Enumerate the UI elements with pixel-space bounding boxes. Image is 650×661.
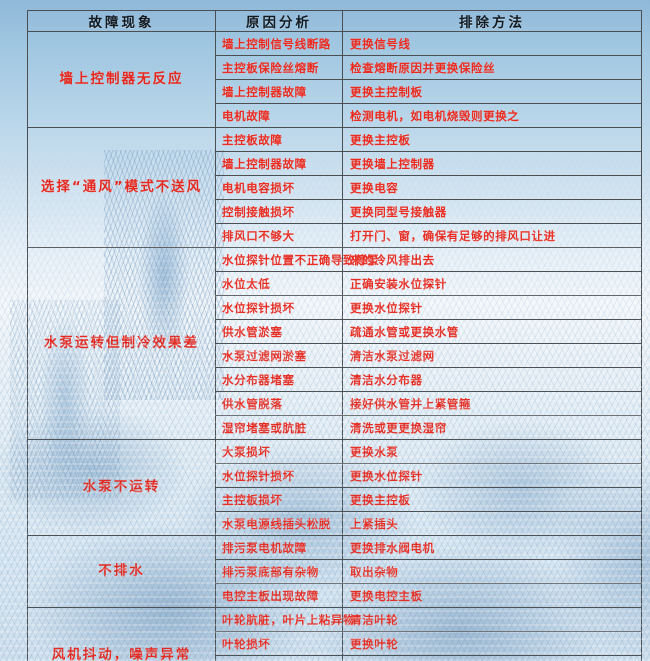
table-row: 供水管淤塞 疏通水管或更换水管 <box>28 319 642 344</box>
table-row: 排风口不够大 打开门、窗，确保有足够的排风口让进 <box>28 223 642 248</box>
cause-cell: 水位探针损坏 <box>215 463 343 488</box>
table-row: 电机故障 检测电机，如电机烧毁则更换之 <box>28 103 642 128</box>
remedy-cell: 更换墙上控制器 <box>342 151 642 176</box>
table-row: 主控板保险丝熔断 检查熔断原因并更换保险丝 <box>28 55 642 80</box>
table-row: 叶轮损坏 更换叶轮 <box>28 631 642 656</box>
cause-cell: 电机故障 <box>215 103 343 128</box>
table-row: 电控主板出现故障 更换电控主板 <box>28 583 642 608</box>
remedy-cell: 更换水位探针 <box>342 295 642 320</box>
table-row: 水分布器堵塞 清洁水分布器 <box>28 367 642 392</box>
cause-cell: 大泵损坏 <box>215 439 343 464</box>
remedy-cell: 更换同型号接触器 <box>342 199 642 224</box>
cause-cell: 主控板故障 <box>215 127 343 152</box>
cause-cell: 叶轮肮脏，叶片上粘异物 <box>215 607 355 632</box>
cause-cell: 叶轮动平衡失效 <box>215 655 343 661</box>
symptom-cell: 水泵不运转 <box>27 439 216 536</box>
remedy-cell: 疏通水管或更换水管 <box>342 319 642 344</box>
cause-cell: 电控主板出现故障 <box>215 583 343 608</box>
remedy-cell: 更换信号线 <box>342 31 642 56</box>
conifer-tree-decoration <box>104 150 224 400</box>
remedy-cell: 更换排水阀电机 <box>342 535 642 560</box>
cause-cell: 水泵过滤网淤塞 <box>215 343 343 368</box>
table-body: 墙上控制器无反应 墙上控制信号线断路 更换信号线 主控板保险丝熔断 检查熔断原因并更换保… <box>27 31 642 661</box>
table-row: 水位探针损坏 更换水位探针 <box>28 295 642 320</box>
troubleshooting-table: 故障现象 原因分析 排除方法 墙上控制器无反应 墙上控制信号线断路 更换信号线 主控板… <box>27 10 642 661</box>
cause-cell: 主控板损坏 <box>215 487 343 512</box>
remedy-cell: 更换水泵 <box>342 439 642 464</box>
remedy-cell: 清洁水分布器 <box>342 367 642 392</box>
symptom-cell: 选择“通风”模式不送风 <box>27 127 216 248</box>
remedy-cell: 来的冷风排出去 <box>342 247 642 272</box>
table-row: 叶轮动平衡失效更换叶轮 <box>28 655 642 661</box>
remedy-cell: 更换叶轮 <box>342 631 642 656</box>
remedy-cell: 检查熔断原因并更换保险丝 <box>342 55 642 80</box>
table-row: 湿帘堵塞或肮脏 清洗或更更换湿帘 <box>28 415 642 440</box>
symptom-cell: 风机抖动，噪声异常 <box>27 607 216 661</box>
cause-cell: 排污泵底部有杂物 <box>215 559 343 584</box>
remedy-cell: 打开门、窗，确保有足够的排风口让进 <box>342 223 642 248</box>
cause-cell: 墙上控制器故障 <box>215 151 343 176</box>
remedy-cell: 正确安装水位探针 <box>342 271 642 296</box>
cause-cell: 电机电容损坏 <box>215 175 343 200</box>
table-row: 选择“通风”模式不送风 主控板故障 更换主控板 <box>27 127 642 248</box>
symptom-cell: 水泵运转但制冷效果差 <box>27 247 216 440</box>
remedy-cell: 清洗或更更换湿帘 <box>342 415 642 440</box>
remedy-cell: 清洁水泵过滤网 <box>342 343 642 368</box>
table-row: 电机电容损坏 更换电容 <box>28 175 642 200</box>
table-row: 供水管脱落 接好供水管并上紧管箍 <box>28 391 642 416</box>
cause-cell: 供水管淤塞 <box>215 319 343 344</box>
symptom-cell: 墙上控制器无反应 <box>27 31 216 128</box>
cause-cell: 排风口不够大 <box>215 223 343 248</box>
remedy-cell: 更换主控板 <box>342 487 642 512</box>
column-header-cause: 原因分析 <box>215 10 343 32</box>
cause-cell: 水位探针位置不正确导致停泵 <box>215 247 379 272</box>
cause-cell: 墙上控制器故障 <box>215 79 343 104</box>
table-row: 水位太低 正确安装水位探针 <box>28 271 642 296</box>
cause-cell: 水泵电源线插头松脱 <box>215 511 343 536</box>
column-header-symptom: 故障现象 <box>27 10 216 32</box>
remedy-cell: 上紧插头 <box>342 511 642 536</box>
table-row: 控制接触损坏 更换同型号接触器 <box>28 199 642 224</box>
table-row: 水位探针损坏 更换水位探针 <box>28 463 642 488</box>
remedy-cell: 更换水位探针 <box>342 463 642 488</box>
table-row: 水泵电源线插头松脱 上紧插头 <box>28 511 642 536</box>
remedy-cell: 更换叶轮 <box>342 655 642 661</box>
table-row: 不排水 排污泵电机故障 更换排水阀电机 <box>27 535 642 608</box>
table-row: 墙上控制器故障 更换墙上控制器 <box>28 151 642 176</box>
remedy-cell: 清洁叶轮 <box>342 607 642 632</box>
cause-cell: 水位探针损坏 <box>215 295 343 320</box>
conifer-tree-decoration-secondary <box>10 300 120 500</box>
column-header-remedy: 排除方法 <box>342 10 642 32</box>
cause-cell: 墙上控制信号线断路 <box>215 31 343 56</box>
table-row: 风机抖动，噪声异常 叶轮肮脏，叶片上粘异物 清洁叶轮 <box>27 607 642 661</box>
remedy-cell: 更换电容 <box>342 175 642 200</box>
table-row: 墙上控制器故障 更换主控制板 <box>28 79 642 104</box>
cause-cell: 排污泵电机故障 <box>215 535 343 560</box>
table-row: 排污泵底部有杂物 取出杂物 <box>28 559 642 584</box>
table-row: 主控板损坏 更换主控板 <box>28 487 642 512</box>
table-row: 水泵过滤网淤塞 清洁水泵过滤网 <box>28 343 642 368</box>
cause-cell: 控制接触损坏 <box>215 199 343 224</box>
cause-cell: 叶轮损坏 <box>215 631 343 656</box>
cause-cell: 水分布器堵塞 <box>215 367 343 392</box>
cause-cell: 水位太低 <box>215 271 343 296</box>
table-row: 水泵不运转 大泵损坏 更换水泵 <box>27 439 642 536</box>
table-header-row: 故障现象 原因分析 排除方法 <box>27 10 642 32</box>
remedy-cell: 检测电机，如电机烧毁则更换之 <box>342 103 642 128</box>
remedy-cell: 更换主控制板 <box>342 79 642 104</box>
remedy-cell: 取出杂物 <box>342 559 642 584</box>
remedy-cell: 更换电控主板 <box>342 583 642 608</box>
symptom-cell: 不排水 <box>27 535 216 608</box>
remedy-cell: 更换主控板 <box>342 127 642 152</box>
table-row: 墙上控制器无反应 墙上控制信号线断路 更换信号线 <box>27 31 642 128</box>
cause-cell: 湿帘堵塞或肮脏 <box>215 415 343 440</box>
table-row: 水泵运转但制冷效果差 水位探针位置不正确导致停泵 来的冷风排出去 <box>27 247 642 440</box>
cause-cell: 主控板保险丝熔断 <box>215 55 343 80</box>
remedy-cell: 接好供水管并上紧管箍 <box>342 391 642 416</box>
cause-cell: 供水管脱落 <box>215 391 343 416</box>
